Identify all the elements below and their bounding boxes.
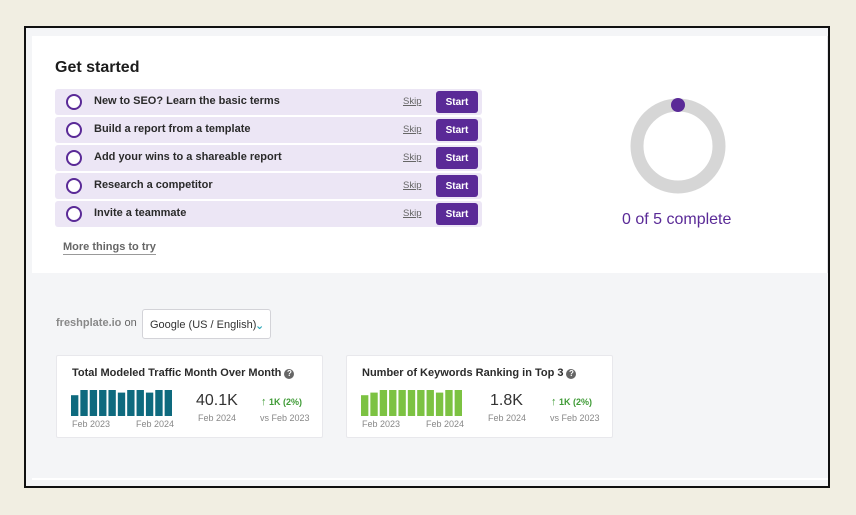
metric-delta: ↑ 1K (2%) — [261, 396, 303, 408]
more-things-link[interactable]: More things to try — [63, 241, 156, 255]
on-label: on — [124, 317, 137, 329]
metric-value-label: Feb 2024 — [198, 413, 237, 423]
sparkline-bar — [389, 390, 397, 416]
keywords-sparkline — [361, 390, 462, 416]
task-label: Research a competitor — [94, 179, 213, 191]
sparkline-bar — [379, 390, 388, 416]
sparkline-bar — [80, 390, 88, 416]
sparkline-bar — [426, 390, 434, 416]
skip-link[interactable]: Skip — [403, 152, 422, 163]
checkbox-circle-icon[interactable] — [66, 150, 82, 166]
sparkline-bar — [117, 392, 126, 416]
search-engine-value: Google (US / English) — [150, 319, 257, 331]
progress-ring — [630, 98, 726, 194]
sparkline-bar — [89, 390, 98, 416]
task-label: Add your wins to a shareable report — [94, 151, 282, 163]
metric-title: Number of Keywords Ranking in Top 3? — [362, 367, 577, 379]
metrics-section: freshplate.io on Google (US / English) ⌄… — [32, 294, 828, 454]
skip-link[interactable]: Skip — [403, 96, 422, 107]
task-item[interactable]: Build a report from a template Skip Star… — [55, 117, 482, 143]
task-label: New to SEO? Learn the basic terms — [94, 95, 280, 107]
sparkline-bar — [407, 390, 416, 416]
sparkline-bar — [127, 390, 135, 416]
task-item[interactable]: Invite a teammate Skip Start — [55, 201, 482, 227]
task-item[interactable]: Research a competitor Skip Start — [55, 173, 482, 199]
task-label: Build a report from a template — [94, 123, 251, 135]
chevron-down-icon: ⌄ — [255, 320, 265, 332]
metric-value: 1.8K — [490, 392, 523, 409]
skip-link[interactable]: Skip — [403, 124, 422, 135]
start-button[interactable]: Start — [436, 203, 478, 225]
task-label: Invite a teammate — [94, 207, 187, 219]
sparkline-bar — [155, 390, 163, 416]
bottom-divider — [32, 478, 828, 480]
metric-card-keywords: Number of Keywords Ranking in Top 3? Feb… — [346, 355, 613, 438]
sparkline-bar — [108, 390, 116, 416]
sparkline-bar — [417, 390, 425, 416]
metric-card-traffic: Total Modeled Traffic Month Over Month? … — [56, 355, 323, 438]
sparkline-bar — [164, 390, 172, 416]
sparkline-bar — [370, 392, 378, 416]
get-started-title: Get started — [55, 59, 140, 76]
sparkline-bar — [454, 390, 462, 416]
sparkline-bar — [71, 395, 79, 416]
help-icon[interactable]: ? — [566, 369, 577, 379]
domain-name: freshplate.io — [56, 317, 122, 329]
start-button[interactable]: Start — [436, 175, 478, 197]
start-button[interactable]: Start — [436, 91, 478, 113]
checkbox-circle-icon[interactable] — [66, 94, 82, 110]
checkbox-circle-icon[interactable] — [66, 178, 82, 194]
task-item[interactable]: Add your wins to a shareable report Skip… — [55, 145, 482, 171]
progress-text: 0 of 5 complete — [622, 211, 732, 228]
search-engine-select[interactable]: Google (US / English) ⌄ — [142, 309, 271, 339]
sparkline-bar — [445, 390, 453, 416]
axis-end-label: Feb 2024 — [426, 419, 465, 429]
skip-link[interactable]: Skip — [403, 208, 422, 219]
checkbox-circle-icon[interactable] — [66, 206, 82, 222]
app-frame: Get started New to SEO? Learn the basic … — [24, 26, 830, 488]
sparkline-bar — [99, 390, 107, 416]
sparkline-bar — [136, 390, 144, 416]
sparkline-bar — [435, 392, 444, 416]
metric-delta: ↑ 1K (2%) — [551, 396, 593, 408]
checkbox-circle-icon[interactable] — [66, 122, 82, 138]
metric-value-label: Feb 2024 — [488, 413, 527, 423]
help-icon[interactable]: ? — [284, 369, 295, 379]
domain-label: freshplate.io on — [56, 317, 137, 329]
metric-value: 40.1K — [196, 392, 238, 409]
metric-delta-label: vs Feb 2023 — [260, 413, 310, 423]
skip-link[interactable]: Skip — [403, 180, 422, 191]
progress-ring-marker — [671, 98, 685, 112]
get-started-card: Get started New to SEO? Learn the basic … — [32, 36, 828, 273]
axis-start-label: Feb 2023 — [362, 419, 401, 429]
arrow-up-icon: ↑ — [261, 396, 267, 408]
axis-end-label: Feb 2024 — [136, 419, 175, 429]
task-item[interactable]: New to SEO? Learn the basic terms Skip S… — [55, 89, 482, 115]
arrow-up-icon: ↑ — [551, 396, 557, 408]
start-button[interactable]: Start — [436, 147, 478, 169]
progress-ring-track — [630, 98, 726, 194]
metric-title: Total Modeled Traffic Month Over Month? — [72, 367, 295, 379]
sparkline-bar — [398, 390, 406, 416]
axis-start-label: Feb 2023 — [72, 419, 111, 429]
metric-delta-label: vs Feb 2023 — [550, 413, 600, 423]
start-button[interactable]: Start — [436, 119, 478, 141]
sparkline-bar — [145, 392, 154, 416]
traffic-sparkline — [71, 390, 172, 416]
sparkline-bar — [361, 395, 369, 416]
